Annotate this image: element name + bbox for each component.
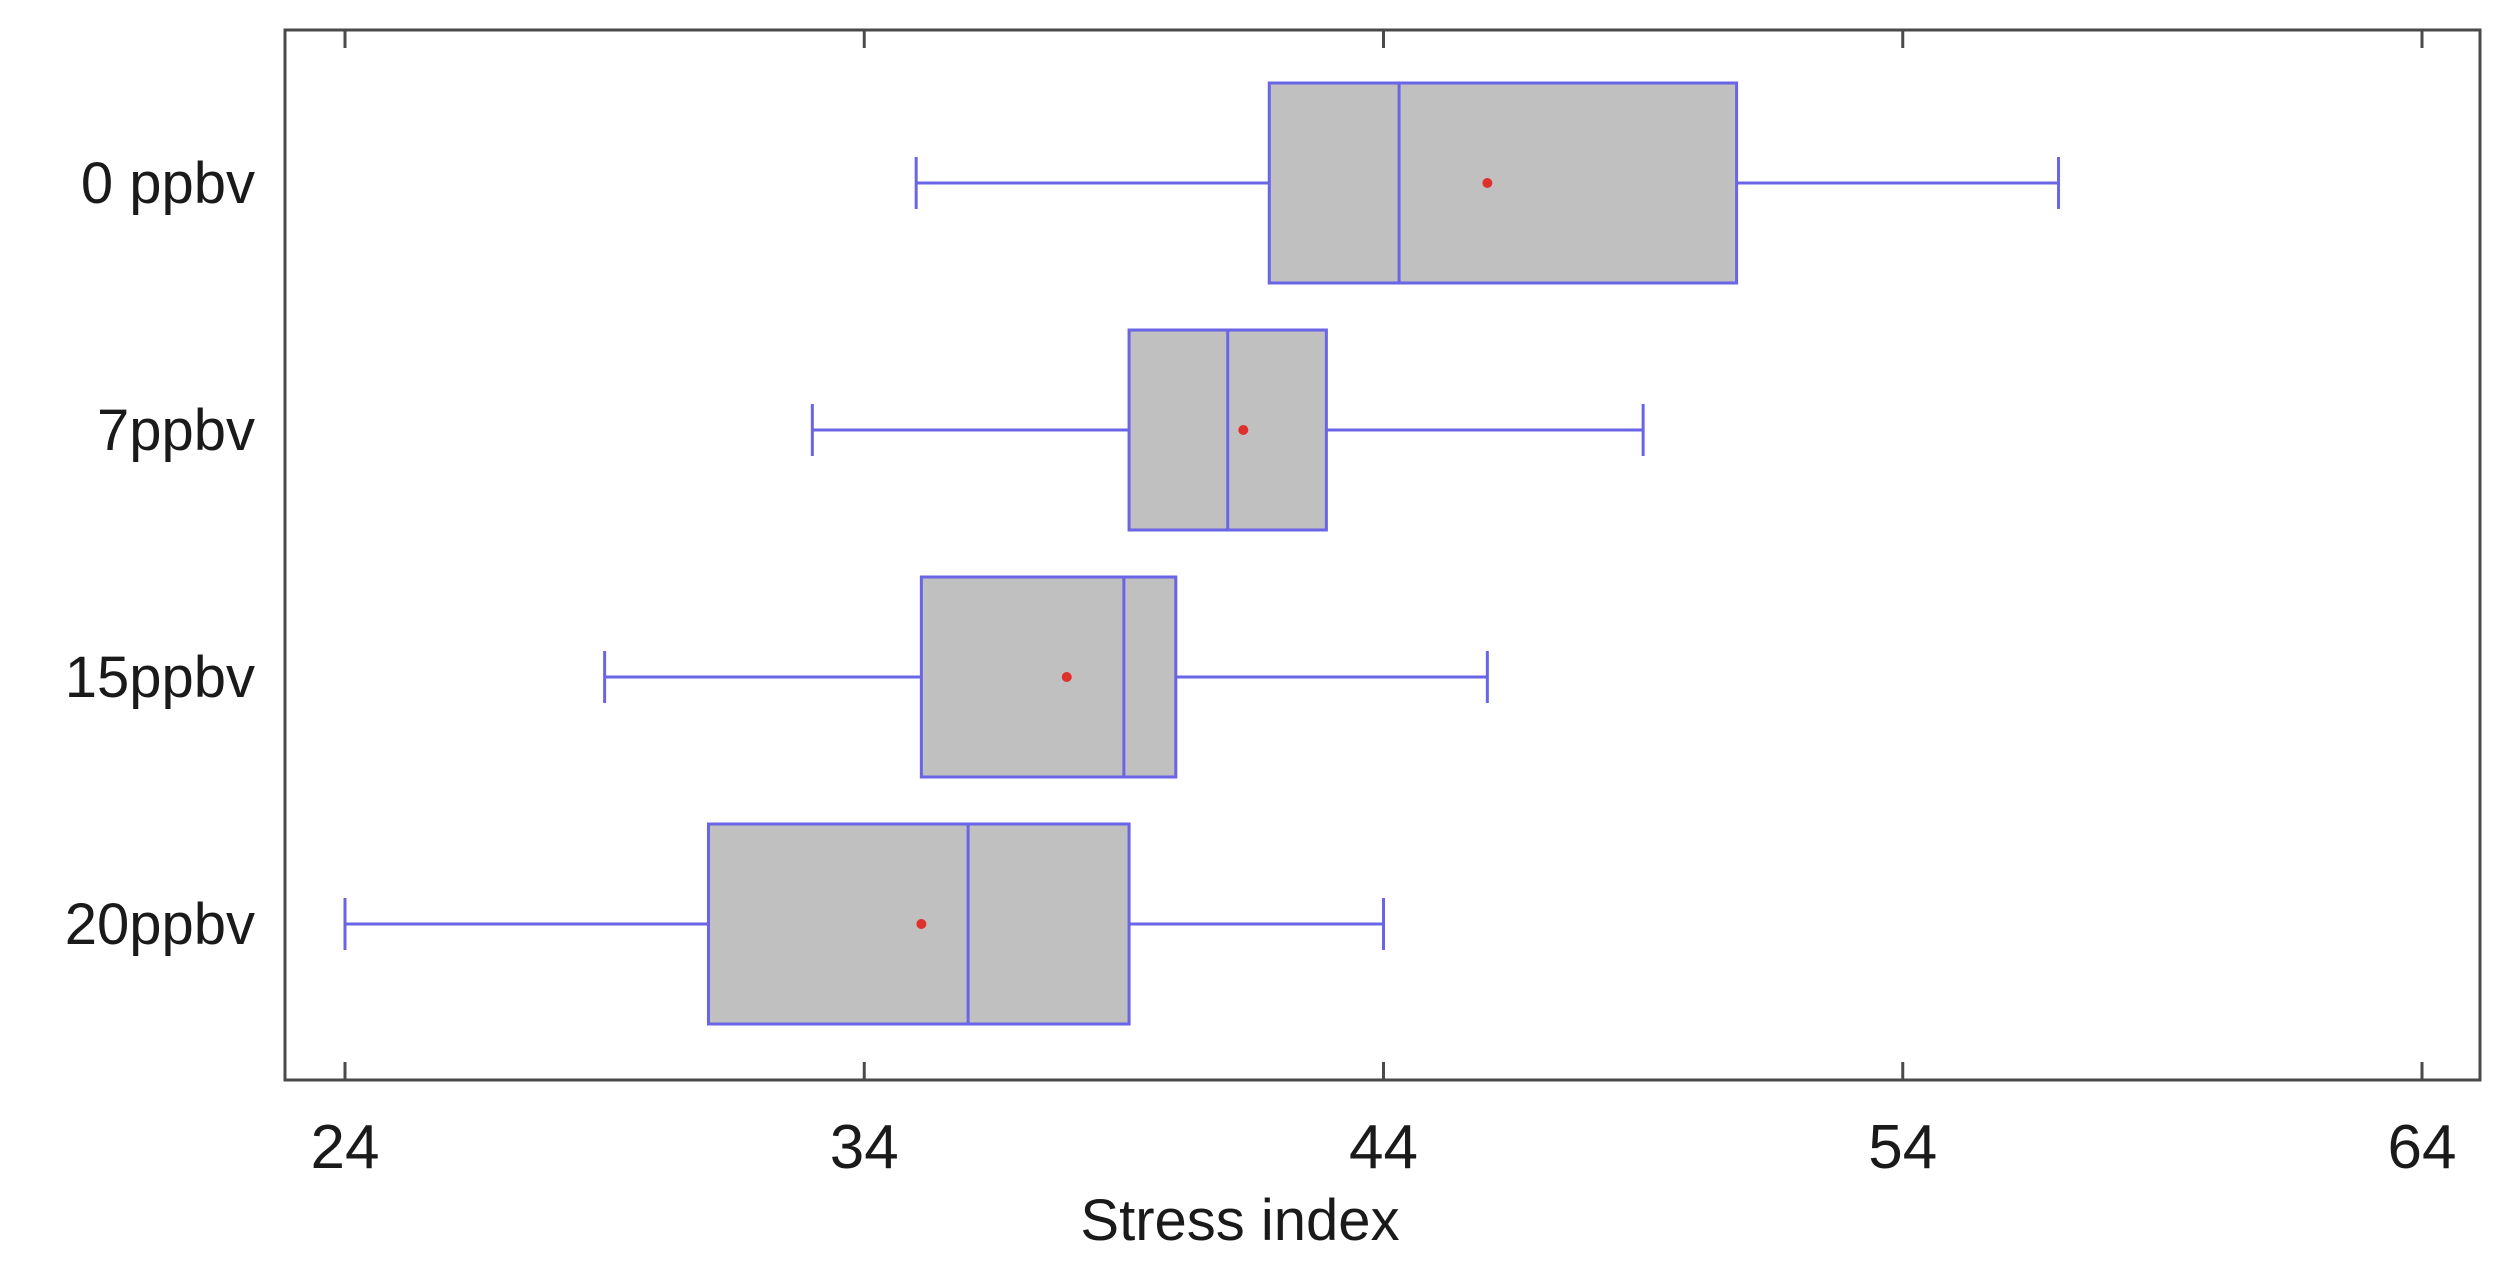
mean-marker	[916, 919, 927, 929]
mean-marker	[1061, 672, 1072, 682]
box-1	[914, 81, 2061, 285]
x-tick-label: 54	[1868, 1113, 1937, 1182]
iqr-box	[919, 575, 1178, 779]
major-ticks: 24 34 44 54 64	[311, 30, 2457, 1182]
x-tick-label: 24	[311, 1113, 380, 1182]
category-label: 7ppbv	[97, 398, 255, 463]
iqr-box	[1267, 81, 1739, 285]
category-labels: 0 ppbv 7ppbv 15ppbv 20ppbv	[65, 151, 255, 957]
boxes-layer	[343, 81, 2061, 1026]
category-label: 0 ppbv	[81, 151, 255, 216]
mean-marker	[1238, 425, 1249, 435]
box-4	[343, 822, 1385, 1026]
box-2	[810, 328, 1645, 532]
category-label: 15ppbv	[65, 645, 255, 710]
x-tick-label: 34	[830, 1113, 899, 1182]
category-label: 20ppbv	[65, 892, 255, 957]
mean-marker	[1482, 178, 1493, 188]
box-3	[603, 575, 1489, 779]
x-tick-label: 64	[2388, 1113, 2457, 1182]
x-axis-label: Stress index	[1080, 1188, 1399, 1253]
x-tick-label: 44	[1349, 1113, 1418, 1182]
